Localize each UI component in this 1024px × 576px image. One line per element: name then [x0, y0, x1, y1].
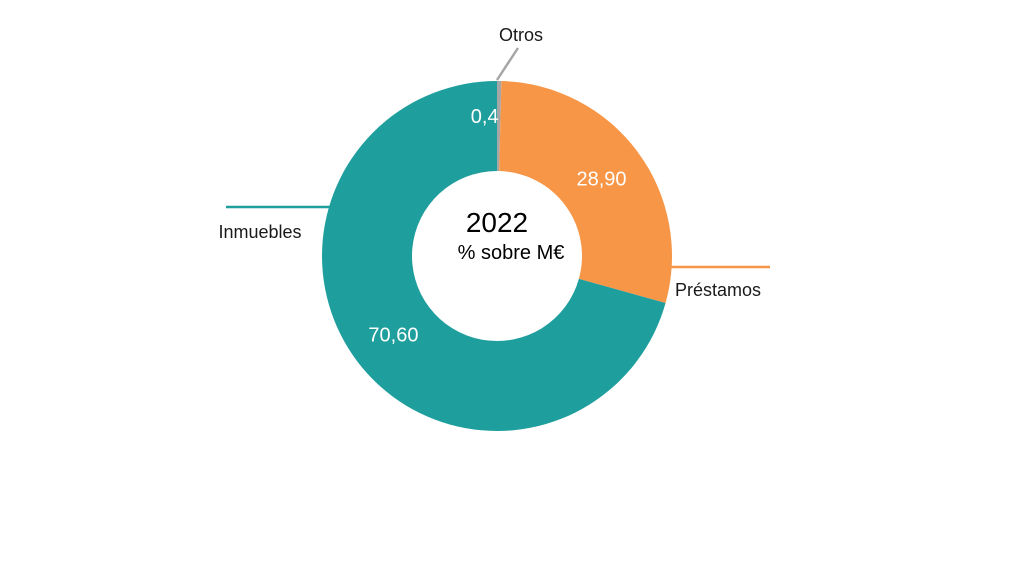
slices — [322, 81, 672, 431]
slice-otros — [497, 81, 502, 172]
category-label: Inmuebles — [218, 222, 301, 242]
category-labels: Otros Préstamos Inmuebles — [218, 25, 761, 300]
leader-lines — [226, 47, 770, 269]
center-title: 2022 — [466, 207, 528, 238]
leader-line — [495, 47, 520, 81]
center-subtitle: % sobre M€ — [458, 242, 565, 264]
value-labels: 0,4 28,90 70,60 — [368, 106, 626, 347]
category-label: Préstamos — [675, 280, 761, 300]
value-label: 70,60 — [368, 325, 418, 347]
value-label: 0,4 — [471, 106, 499, 128]
slice-inmuebles — [322, 81, 666, 431]
category-label: Otros — [499, 25, 543, 45]
value-label: 28,90 — [576, 169, 626, 191]
slice-prestamos — [499, 81, 672, 304]
